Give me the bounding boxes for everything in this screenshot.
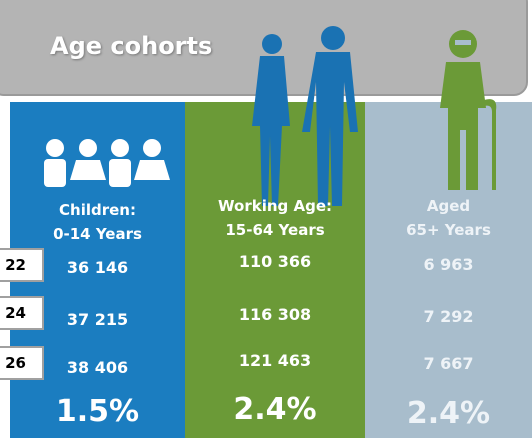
title: Age cohorts xyxy=(50,32,213,60)
column-header: Children: xyxy=(59,201,136,219)
column-header: Working Age: xyxy=(218,197,332,215)
value: 116 308 xyxy=(238,305,312,324)
row-label: 26 xyxy=(0,346,44,380)
column-header: 0-14 Years xyxy=(53,225,142,243)
value: 7 292 xyxy=(423,307,474,326)
growth-rate: 2.4% xyxy=(406,396,491,431)
value: 38 406 xyxy=(66,358,129,377)
value: 36 146 xyxy=(66,258,129,277)
value: 6 963 xyxy=(423,255,474,274)
value: 7 667 xyxy=(423,354,474,373)
value: 121 463 xyxy=(238,351,312,370)
column-header: 15-64 Years xyxy=(225,221,325,239)
aged-icon xyxy=(440,30,497,190)
growth-rate: 1.5% xyxy=(55,394,140,429)
row-label: 22 xyxy=(0,248,44,282)
growth-rate: 2.4% xyxy=(233,392,317,427)
column-header: Aged xyxy=(426,197,471,215)
value: 37 215 xyxy=(66,310,129,329)
adults-icon xyxy=(252,26,358,206)
column-header: 65+ Years xyxy=(406,221,491,239)
row-label: 24 xyxy=(0,296,44,330)
value: 110 366 xyxy=(238,252,312,271)
children-icon xyxy=(44,139,170,187)
